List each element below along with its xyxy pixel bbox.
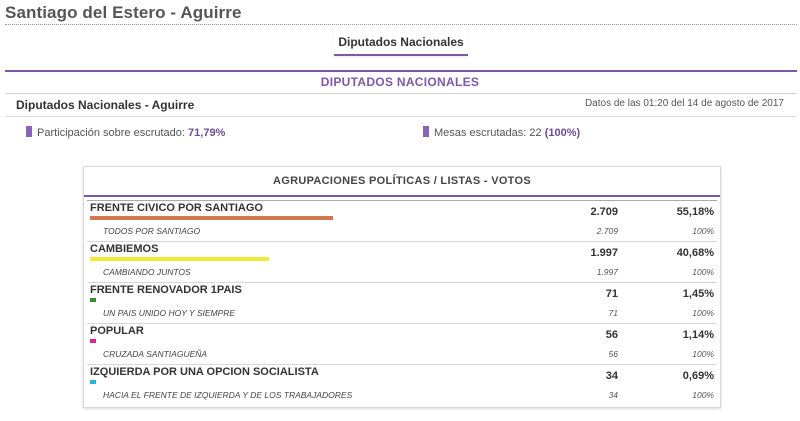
list-votes: 34: [608, 390, 618, 400]
party-name: CAMBIEMOS: [90, 243, 159, 255]
party-share-bar: [90, 216, 333, 220]
party-share-bar: [90, 257, 269, 261]
party-votes: 2.709: [590, 206, 618, 218]
list-percent: 100%: [692, 267, 714, 277]
party-row: POPULAR 56 1,14% CRUZADA SANTIAGUEÑA 56 100%: [87, 323, 717, 364]
page-title: Santiago del Estero - Aguirre: [5, 3, 242, 22]
list-percent: 100%: [692, 308, 714, 318]
list-name: UN PAIS UNIDO HOY Y SIEMPRE: [103, 308, 236, 318]
party-name: FRENTE CIVICO POR SANTIAGO: [90, 202, 263, 214]
section-divider: [5, 93, 797, 94]
mesas-value: (100%): [544, 127, 581, 139]
participation-value: 71,79%: [188, 127, 226, 139]
party-percent: 40,68%: [676, 247, 714, 259]
party-name: POPULAR: [90, 325, 144, 337]
party-votes: 34: [605, 370, 618, 382]
list-votes: 71: [608, 308, 618, 318]
list-percent: 100%: [692, 349, 714, 359]
subheader-divider: [5, 116, 797, 117]
participation-marker-icon: [26, 126, 32, 137]
list-name: HACIA EL FRENTE DE IZQUIERDA Y DE LOS TR…: [103, 390, 353, 400]
list-name: CAMBIANDO JUNTOS: [103, 267, 191, 277]
section-title: DIPUTADOS NACIONALES: [320, 75, 480, 89]
party-votes: 1.997: [590, 247, 618, 259]
party-row: CAMBIEMOS 1.997 40,68% CAMBIANDO JUNTOS 1.99…: [87, 241, 717, 282]
mesas-marker-icon: [423, 126, 429, 137]
list-percent: 100%: [692, 390, 714, 400]
participation-stat: Participación sobre escrutado: 71,79%: [26, 126, 225, 139]
party-percent: 0,69%: [682, 370, 714, 382]
party-share-bar: [90, 298, 96, 302]
list-votes: 56: [608, 349, 618, 359]
list-percent: 100%: [692, 226, 714, 236]
tab-divider: [5, 70, 797, 72]
mesas-stat: Mesas escrutadas: 22 (100%): [423, 126, 580, 139]
participation-label: Participación sobre escrutado:: [37, 127, 185, 139]
party-votes: 56: [605, 329, 618, 341]
party-percent: 1,14%: [682, 329, 714, 341]
votes-rows: FRENTE CIVICO POR SANTIAGO 2.709 55,18% TOD…: [84, 197, 720, 405]
party-row: FRENTE RENOVADOR 1PAIS 71 1,45% UN PAIS UNI…: [87, 282, 717, 323]
votes-table: AGRUPACIONES POLÍTICAS / LISTAS - VOTOS …: [83, 166, 721, 408]
list-name: TODOS POR SANTIAGO: [103, 226, 201, 236]
data-timestamp: Datos de las 01:20 del 14 de agosto de 2…: [584, 98, 784, 109]
subheader-title: Diputados Nacionales - Aguirre: [16, 98, 195, 112]
party-share-bar: [90, 339, 96, 343]
party-name: IZQUIERDA POR UNA OPCION SOCIALISTA: [90, 366, 319, 378]
list-votes: 2.709: [596, 226, 618, 236]
party-percent: 1,45%: [682, 288, 714, 300]
party-row: IZQUIERDA POR UNA OPCION SOCIALISTA 34 0,6…: [87, 364, 717, 405]
party-row: FRENTE CIVICO POR SANTIAGO 2.709 55,18% TOD…: [87, 200, 717, 241]
votes-table-header: AGRUPACIONES POLÍTICAS / LISTAS - VOTOS: [84, 167, 720, 197]
party-share-bar: [90, 380, 96, 384]
mesas-label: Mesas escrutadas: 22: [434, 127, 542, 139]
tab-diputados-nacionales[interactable]: Diputados Nacionales: [334, 31, 468, 56]
party-name: FRENTE RENOVADOR 1PAIS: [90, 284, 242, 296]
list-votes: 1.997: [596, 267, 618, 277]
party-percent: 55,18%: [676, 206, 714, 218]
party-votes: 71: [605, 288, 618, 300]
title-divider: [5, 24, 797, 25]
list-name: CRUZADA SANTIAGUEÑA: [103, 349, 208, 359]
